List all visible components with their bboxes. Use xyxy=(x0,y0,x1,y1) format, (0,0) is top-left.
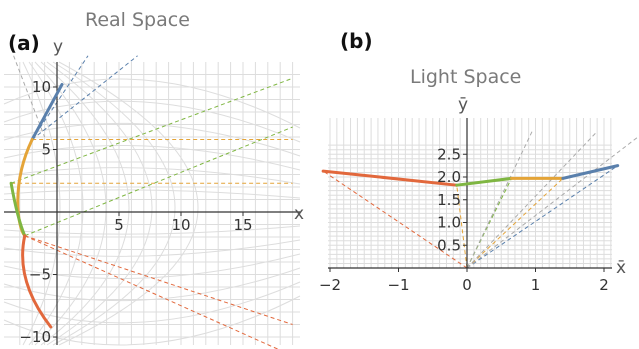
panel-b-series-green xyxy=(455,176,514,187)
panel-a-curved-gridline xyxy=(3,189,301,199)
panel-a-curved-gridline xyxy=(34,61,107,346)
panel-b-series-red xyxy=(321,169,459,187)
panel-a-ray xyxy=(24,235,293,325)
panel-a-ytick-label: 5 xyxy=(41,141,51,159)
panel-a-curved-gridline xyxy=(3,100,301,143)
panel-a-curved-gridline xyxy=(22,61,61,346)
panel-b-ytick-label: 2.0 xyxy=(437,168,461,186)
panel-a-ray xyxy=(31,55,138,140)
panel-a: 5 10 15 10 5 −5 −10 Real Space (a) y x xyxy=(3,9,304,349)
panel-a-ylabel: y xyxy=(53,37,63,57)
panel-a-xtick-label: 5 xyxy=(114,216,124,234)
panel-a-rays xyxy=(10,55,293,349)
panel-b-ytick-label: 1.0 xyxy=(437,214,461,232)
panel-b-ray xyxy=(466,177,564,269)
panel-b-ray xyxy=(466,165,618,269)
panel-b-ytick-label: 2.5 xyxy=(437,145,461,163)
panel-b-ray xyxy=(466,131,598,269)
panel-a-title: Real Space xyxy=(85,9,190,31)
panel-a-curved-gridline xyxy=(3,295,301,346)
panel-b-grid xyxy=(328,118,612,269)
panel-b-ray xyxy=(322,170,468,269)
panel-b-xlabel: x̄ xyxy=(616,258,626,278)
panel-a-curved-gridline xyxy=(3,253,301,279)
panel-a-curved-gridline xyxy=(40,61,130,346)
panel-b-series-blue xyxy=(561,164,620,180)
panel-a-ray xyxy=(10,77,293,184)
panel-a-curved-gridline xyxy=(3,281,301,324)
panel-a-curved-gridline xyxy=(3,122,301,157)
panel-a-axes xyxy=(4,62,300,345)
panel-a-curved-gridline xyxy=(3,225,301,235)
panel-a-label: (a) xyxy=(8,31,40,55)
panel-a-ytick-label: −5 xyxy=(29,266,51,284)
panel-a-grid xyxy=(4,62,300,345)
panel-a-series xyxy=(9,83,64,329)
panel-b-ticks: −2 −1 0 1 2 0.5 1.0 1.5 2.0 2.5 xyxy=(319,145,609,294)
panel-b-xtick-label: −2 xyxy=(319,276,341,294)
panel-a-xlabel: x xyxy=(294,204,304,224)
panel-b-axes xyxy=(328,118,612,269)
panel-a-ray xyxy=(31,55,89,140)
panel-a-curved-gridline xyxy=(3,239,301,257)
panel-b-series xyxy=(321,164,620,187)
panel-b-title: Light Space xyxy=(410,66,521,88)
panel-a-curved-gridline xyxy=(46,61,153,346)
panel-b-ylabel: ȳ xyxy=(458,95,468,115)
panel-a-ray xyxy=(24,235,279,349)
panel-a-curved-gridline xyxy=(3,78,301,129)
panel-b-ytick-label: 0.5 xyxy=(437,236,461,254)
panel-a-ytick-label: −10 xyxy=(19,328,51,346)
panel-a-xtick-label: 15 xyxy=(233,216,252,234)
panel-a-series-blue xyxy=(30,83,64,141)
panel-b-ray xyxy=(466,135,639,269)
panel-a-ray xyxy=(24,126,293,237)
panel-a-curved-gridline xyxy=(3,267,301,302)
panel-b-rays xyxy=(322,131,639,269)
panel-b-xtick-label: 0 xyxy=(462,276,472,294)
panel-a-ytick-label: 10 xyxy=(32,78,51,96)
panel-a-series-red xyxy=(21,234,53,329)
panel-b-ytick-label: 1.5 xyxy=(437,191,461,209)
panel-b-ray xyxy=(466,131,533,269)
panel-b-label: (b) xyxy=(340,29,373,53)
panel-a-ticks: 5 10 15 10 5 −5 −10 xyxy=(19,78,252,346)
panel-a-series-green xyxy=(9,181,27,238)
panel-a-curved-gridline xyxy=(58,61,199,346)
panel-a-curved-gridline xyxy=(3,167,301,185)
panel-b-xtick-label: −1 xyxy=(387,276,409,294)
panel-a-curved-gridline xyxy=(3,145,301,171)
panel-b: −2 −1 0 1 2 0.5 1.0 1.5 2.0 2.5 Light Space (b) y… xyxy=(319,29,639,294)
panel-a-curved-gridline xyxy=(52,61,176,346)
panel-a-xtick-label: 10 xyxy=(171,216,190,234)
panel-b-xtick-label: 2 xyxy=(599,276,609,294)
panel-b-xtick-label: 1 xyxy=(531,276,541,294)
